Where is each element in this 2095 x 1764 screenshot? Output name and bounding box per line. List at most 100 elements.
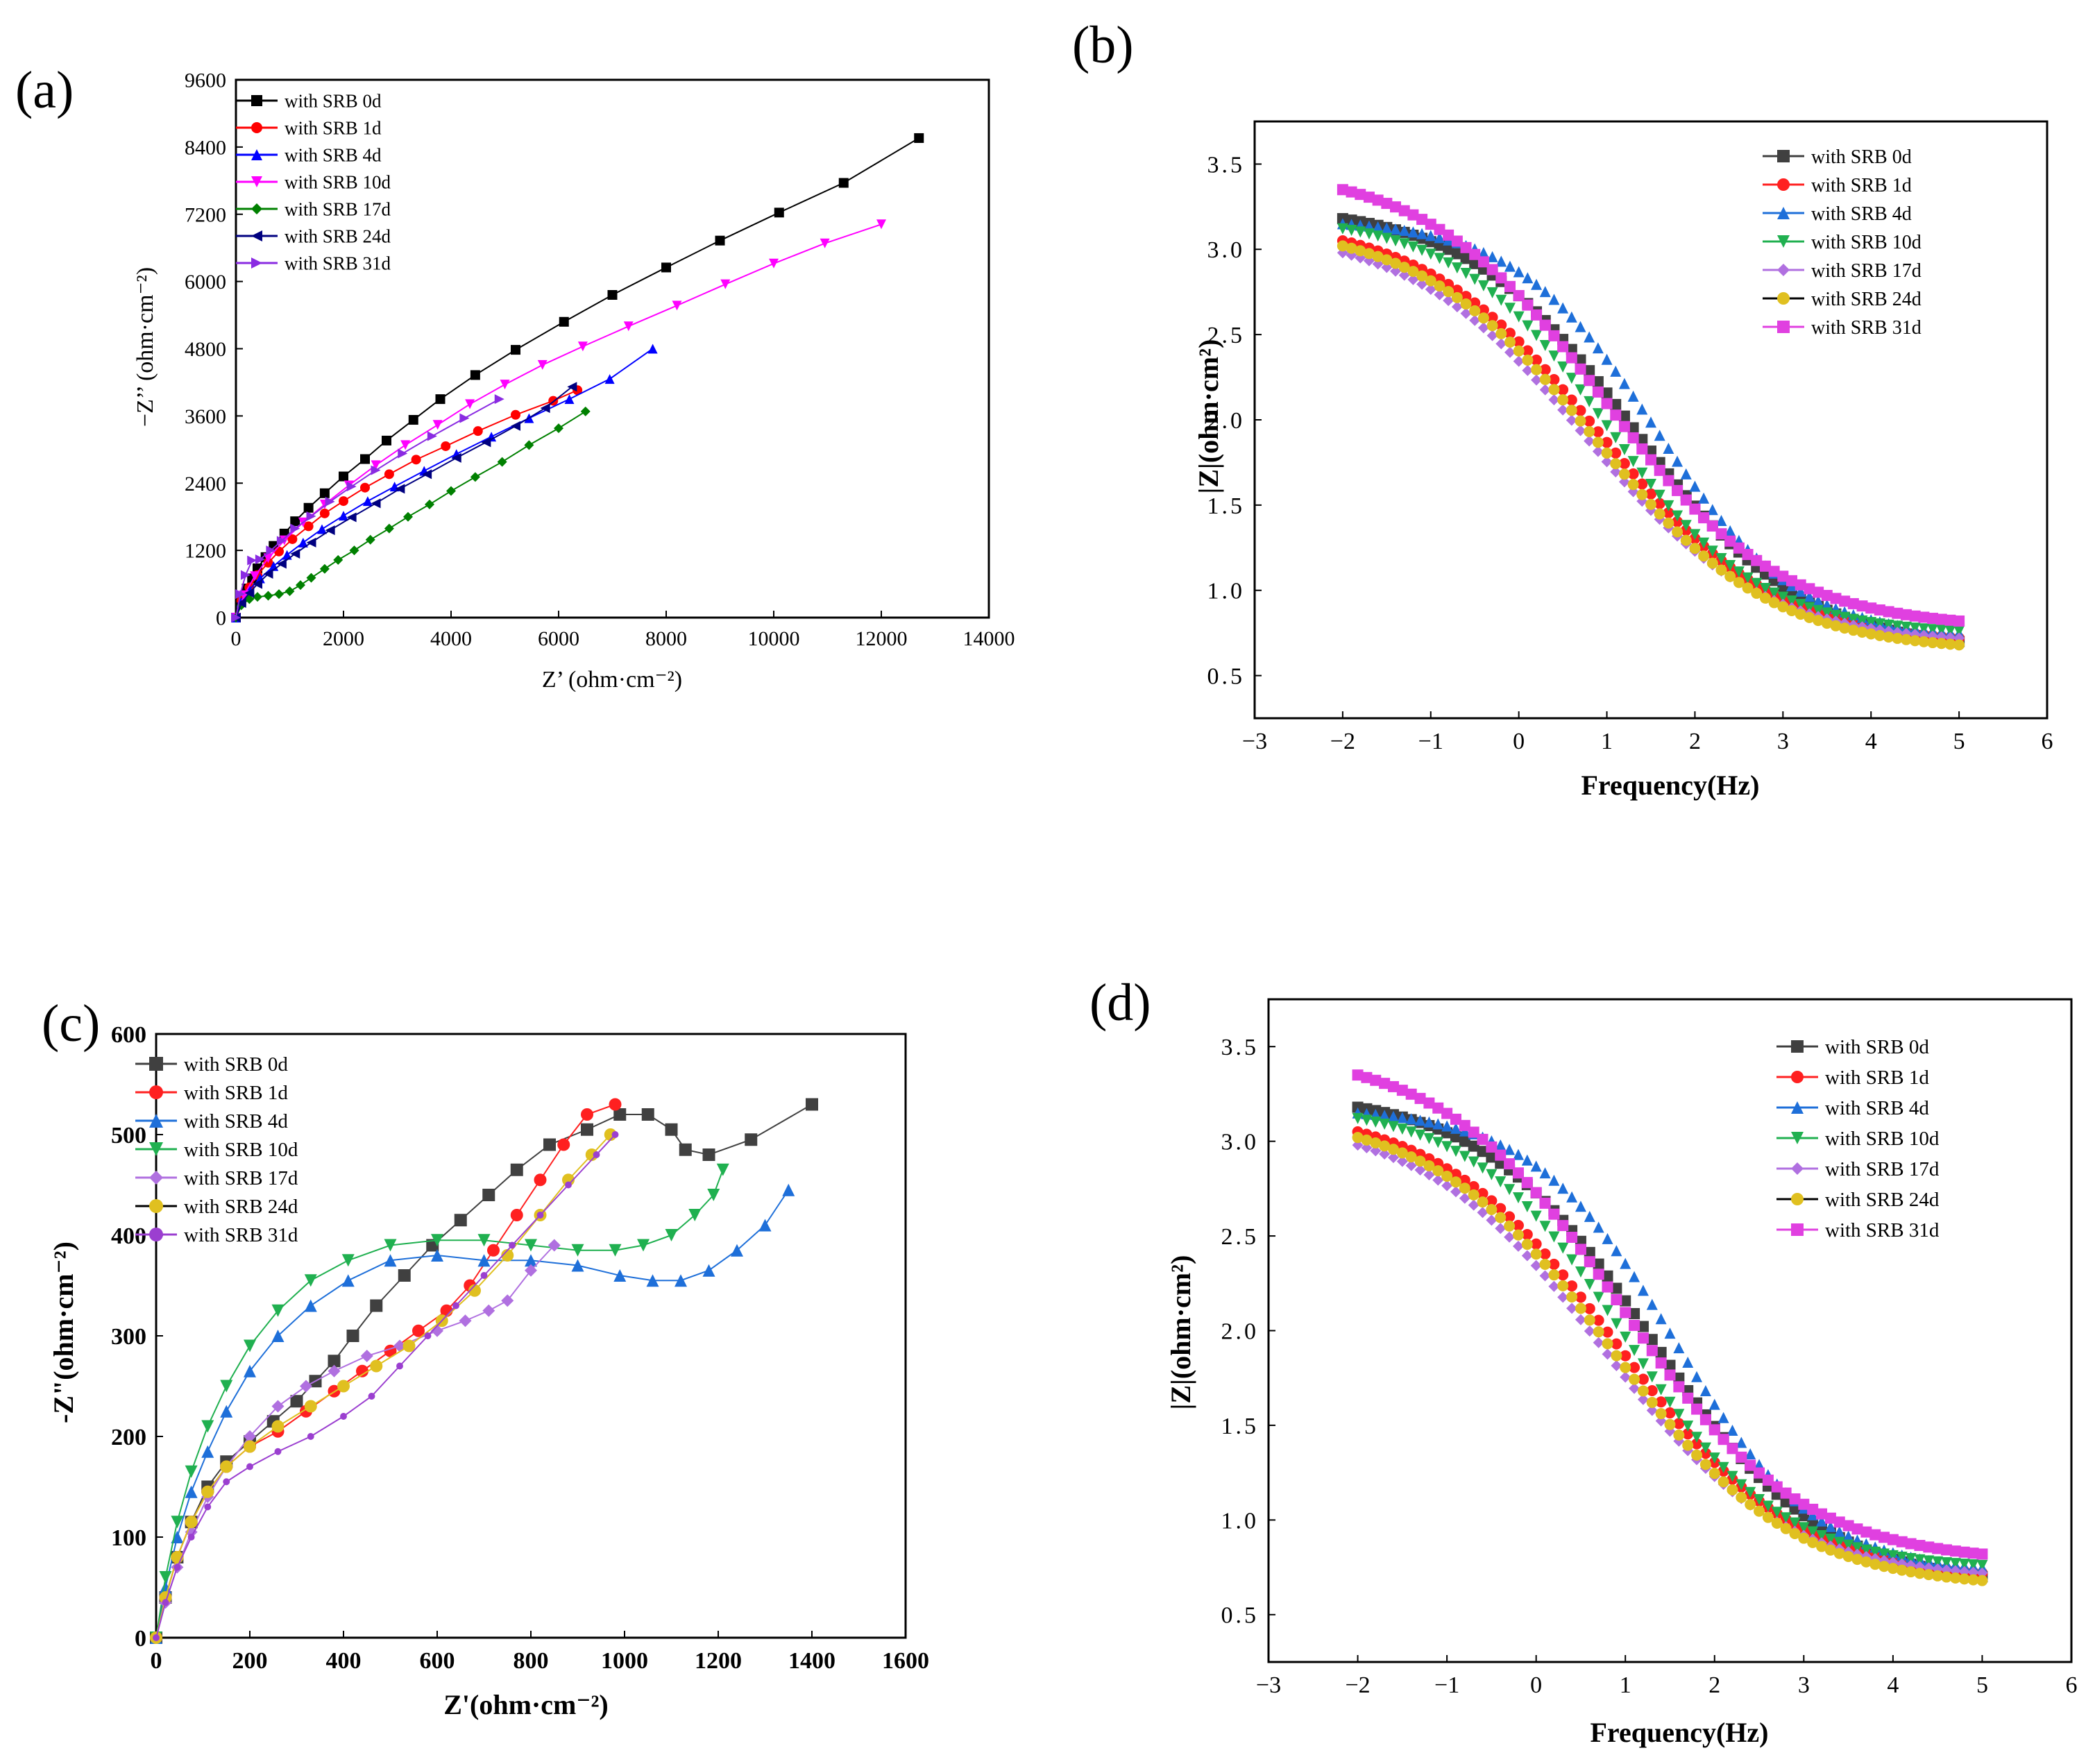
data-point <box>1593 1326 1604 1338</box>
x-tick-label: 0 <box>231 627 241 650</box>
data-point <box>1865 617 1877 629</box>
data-point <box>328 1355 341 1368</box>
data-point <box>1390 257 1402 269</box>
data-point <box>1664 1369 1676 1381</box>
data-point <box>1504 280 1516 292</box>
legend: with SRB 0d with SRB 1d with SRB 4d with SR… <box>135 1053 298 1246</box>
data-point <box>1531 354 1543 366</box>
data-point <box>1459 1174 1470 1186</box>
data-point <box>571 1244 584 1257</box>
data-point <box>1486 287 1498 298</box>
data-point <box>1441 1141 1453 1153</box>
data-point <box>1935 613 1947 625</box>
data-point <box>1629 1319 1640 1331</box>
data-point <box>641 1108 654 1121</box>
legend-label: with SRB 1d <box>285 117 382 138</box>
data-point <box>1754 1467 1765 1479</box>
data-point <box>1745 1448 1756 1459</box>
legend-marker <box>1791 1040 1804 1053</box>
data-point <box>1611 1338 1622 1350</box>
data-point <box>1566 405 1577 416</box>
data-point <box>1777 601 1789 613</box>
data-point <box>1664 1359 1676 1371</box>
data-point <box>1460 291 1472 303</box>
data-point <box>201 1485 214 1498</box>
data-point <box>1513 311 1525 323</box>
data-point <box>1611 1294 1622 1305</box>
data-point <box>1842 1539 1854 1551</box>
data-point <box>1432 1118 1444 1130</box>
data-point <box>1923 1541 1935 1553</box>
data-point <box>1736 1451 1747 1463</box>
data-point <box>1575 1303 1586 1314</box>
data-point <box>1698 537 1710 549</box>
legend-marker <box>1777 292 1790 305</box>
data-point <box>1566 1191 1578 1203</box>
legend-marker <box>1777 150 1790 162</box>
data-point <box>1896 1536 1908 1547</box>
data-point <box>339 511 348 521</box>
data-point <box>1450 1146 1461 1157</box>
data-point <box>185 1465 198 1478</box>
data-point <box>1673 1342 1685 1354</box>
data-point <box>303 502 314 513</box>
data-point <box>1379 1140 1391 1152</box>
data-point <box>1842 1520 1854 1532</box>
data-point <box>411 455 421 465</box>
data-point <box>525 1239 537 1252</box>
data-point <box>1699 1442 1711 1454</box>
data-point <box>441 441 451 451</box>
data-point <box>1504 1184 1516 1196</box>
data-point <box>1495 1212 1507 1223</box>
data-point <box>1495 319 1507 331</box>
series-with-srb-24d <box>231 382 577 622</box>
data-point <box>1477 1187 1488 1199</box>
data-point <box>1680 534 1692 546</box>
data-point <box>1592 436 1604 448</box>
data-point <box>1557 384 1569 396</box>
data-point <box>1944 625 1956 636</box>
data-point <box>481 437 491 448</box>
data-point <box>1620 1331 1631 1343</box>
data-point <box>431 1234 443 1247</box>
data-point <box>1918 611 1930 623</box>
series-line <box>155 1134 616 1638</box>
data-point <box>1531 330 1543 341</box>
data-point <box>1887 1534 1899 1545</box>
y-tick-label: 1.0 <box>1207 579 1246 604</box>
data-point <box>536 1212 544 1219</box>
data-point <box>1495 1223 1507 1235</box>
data-point <box>1407 266 1419 278</box>
y-tick-label: 0 <box>135 1626 146 1652</box>
data-point <box>263 591 273 601</box>
data-point <box>349 545 359 556</box>
data-point <box>1352 1101 1364 1113</box>
data-point <box>1423 1097 1435 1109</box>
data-point <box>731 1244 743 1257</box>
y-tick-label: 3.0 <box>1221 1130 1259 1155</box>
data-point <box>271 1420 285 1433</box>
legend-label: with SRB 31d <box>1825 1219 1940 1241</box>
legend-marker <box>251 176 262 187</box>
legend-label: with SRB 31d <box>1811 317 1922 339</box>
data-point <box>1521 1228 1533 1240</box>
data-point <box>235 589 246 600</box>
data-point <box>487 1244 500 1257</box>
data-point <box>368 1393 375 1400</box>
data-point <box>159 1581 172 1594</box>
data-point <box>1486 251 1498 262</box>
data-point <box>1780 1496 1792 1508</box>
data-point <box>1663 517 1674 529</box>
data-point <box>1807 1536 1819 1548</box>
data-point <box>1416 270 1428 282</box>
data-point <box>1883 619 1894 631</box>
data-point <box>1777 591 1789 603</box>
data-point <box>1627 468 1639 480</box>
data-point <box>1539 1167 1551 1179</box>
data-point <box>285 586 295 597</box>
data-point <box>1830 620 1842 631</box>
data-point <box>1584 375 1595 387</box>
y-tick-label: 2.5 <box>1207 323 1246 348</box>
data-point <box>1548 294 1560 305</box>
data-point <box>1637 1321 1649 1332</box>
